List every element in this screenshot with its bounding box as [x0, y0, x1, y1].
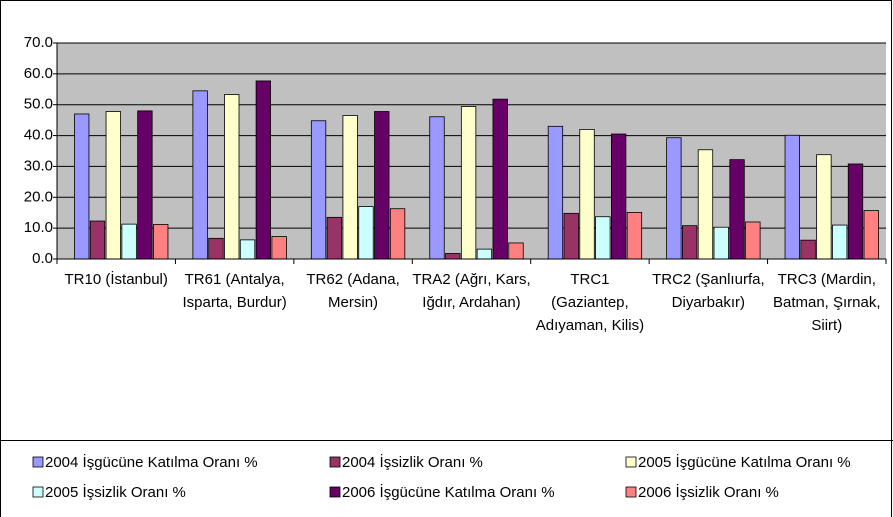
bar: [666, 137, 682, 260]
x-tick-label: TR62 (Adana, Mersin): [306, 271, 400, 311]
bar: [342, 115, 358, 260]
bar: [682, 225, 698, 260]
bar: [429, 116, 445, 260]
bar: [239, 239, 256, 260]
bar: [745, 221, 761, 260]
legend-label: 2004 İşsizlik Oranı %: [342, 453, 483, 471]
bar: [310, 120, 327, 260]
bar: [729, 159, 745, 260]
bar: [563, 212, 579, 260]
bar: [121, 223, 137, 260]
x-tick-label: TRC2 (Şanlıurfa, Diyarbakır): [652, 271, 765, 311]
bar: [153, 224, 169, 260]
bar: [610, 133, 627, 260]
x-tick-label-box: TR10 (İstanbul): [64, 271, 168, 288]
x-tick-label-box: TR62 (Adana, Mersin): [306, 271, 400, 311]
bar: [105, 111, 121, 260]
x-tick-label-box: TRC3 (Mardin, Batman, Şırnak, Siirt): [772, 271, 881, 334]
legend-label: 2004 İşgücüne Katılma Oranı %: [45, 453, 258, 471]
bar: [389, 208, 406, 260]
bar: [224, 94, 240, 260]
bar: [358, 206, 374, 260]
bar: [208, 237, 224, 260]
y-tick-label: 40.0: [24, 127, 53, 144]
bar: [255, 80, 271, 260]
bar: [192, 90, 208, 260]
bar: [476, 248, 493, 260]
bar: [74, 113, 90, 260]
bar: [326, 216, 343, 260]
bar: [816, 154, 832, 260]
bar: [784, 134, 800, 260]
bar: [445, 253, 461, 260]
bar: [832, 224, 848, 260]
x-tick-label-box: TRC2 (Şanlıurfa, Diyarbakır): [652, 271, 765, 311]
x-tick-label-box: TR61 (Antalya, Isparta, Burdur): [182, 271, 287, 311]
legend-swatch: [329, 456, 341, 468]
y-tick-label: 60.0: [24, 65, 53, 82]
legend-swatch: [32, 486, 44, 498]
y-tick-label: 50.0: [24, 96, 53, 113]
legend-swatch: [625, 486, 637, 498]
bar: [863, 210, 879, 260]
bar: [800, 239, 816, 260]
bar: [547, 125, 564, 260]
bar: [271, 236, 287, 260]
bar: [697, 149, 714, 260]
y-tick-label: 30.0: [24, 157, 53, 174]
legend-swatch: [329, 486, 341, 498]
x-tick-label: TR10 (İstanbul): [64, 271, 168, 288]
legend-swatch: [625, 456, 637, 468]
bar: [508, 242, 524, 260]
legend-swatch: [32, 456, 44, 468]
bar: [595, 216, 611, 260]
bar: [492, 98, 508, 260]
legend-label: 2006 İşsizlik Oranı %: [638, 483, 779, 501]
bar: [626, 212, 643, 260]
x-tick-label: TRA2 (Ağrı, Kars, Iğdır, Ardahan): [412, 271, 531, 311]
bar: [713, 226, 729, 260]
bar: [847, 163, 864, 260]
x-tick-label: TR61 (Antalya, Isparta, Burdur): [182, 271, 287, 311]
y-tick-label: 10.0: [24, 219, 53, 236]
y-tick-label: 20.0: [24, 188, 53, 205]
legend-label: 2006 İşgücüne Katılma Oranı %: [342, 483, 555, 501]
legend-label: 2005 İşsizlik Oranı %: [45, 483, 186, 501]
bar: [89, 220, 106, 260]
x-tick-label-box: TRA2 (Ağrı, Kars, Iğdır, Ardahan): [412, 271, 531, 311]
bar: [374, 111, 390, 260]
x-tick-label-box: TRC1 (Gaziantep, Adıyaman, Kilis): [535, 271, 645, 334]
bar: [460, 106, 477, 260]
legend-label: 2005 İşgücüne Katılma Oranı %: [638, 453, 851, 471]
x-tick-label: TRC1 (Gaziantep, Adıyaman, Kilis): [535, 271, 645, 334]
x-tick-label: TRC3 (Mardin, Batman, Şırnak, Siirt): [772, 271, 881, 334]
y-tick-label: 0.0: [32, 250, 53, 267]
bar: [137, 110, 153, 260]
y-tick-label: 70.0: [24, 34, 53, 51]
bar: [579, 128, 595, 260]
